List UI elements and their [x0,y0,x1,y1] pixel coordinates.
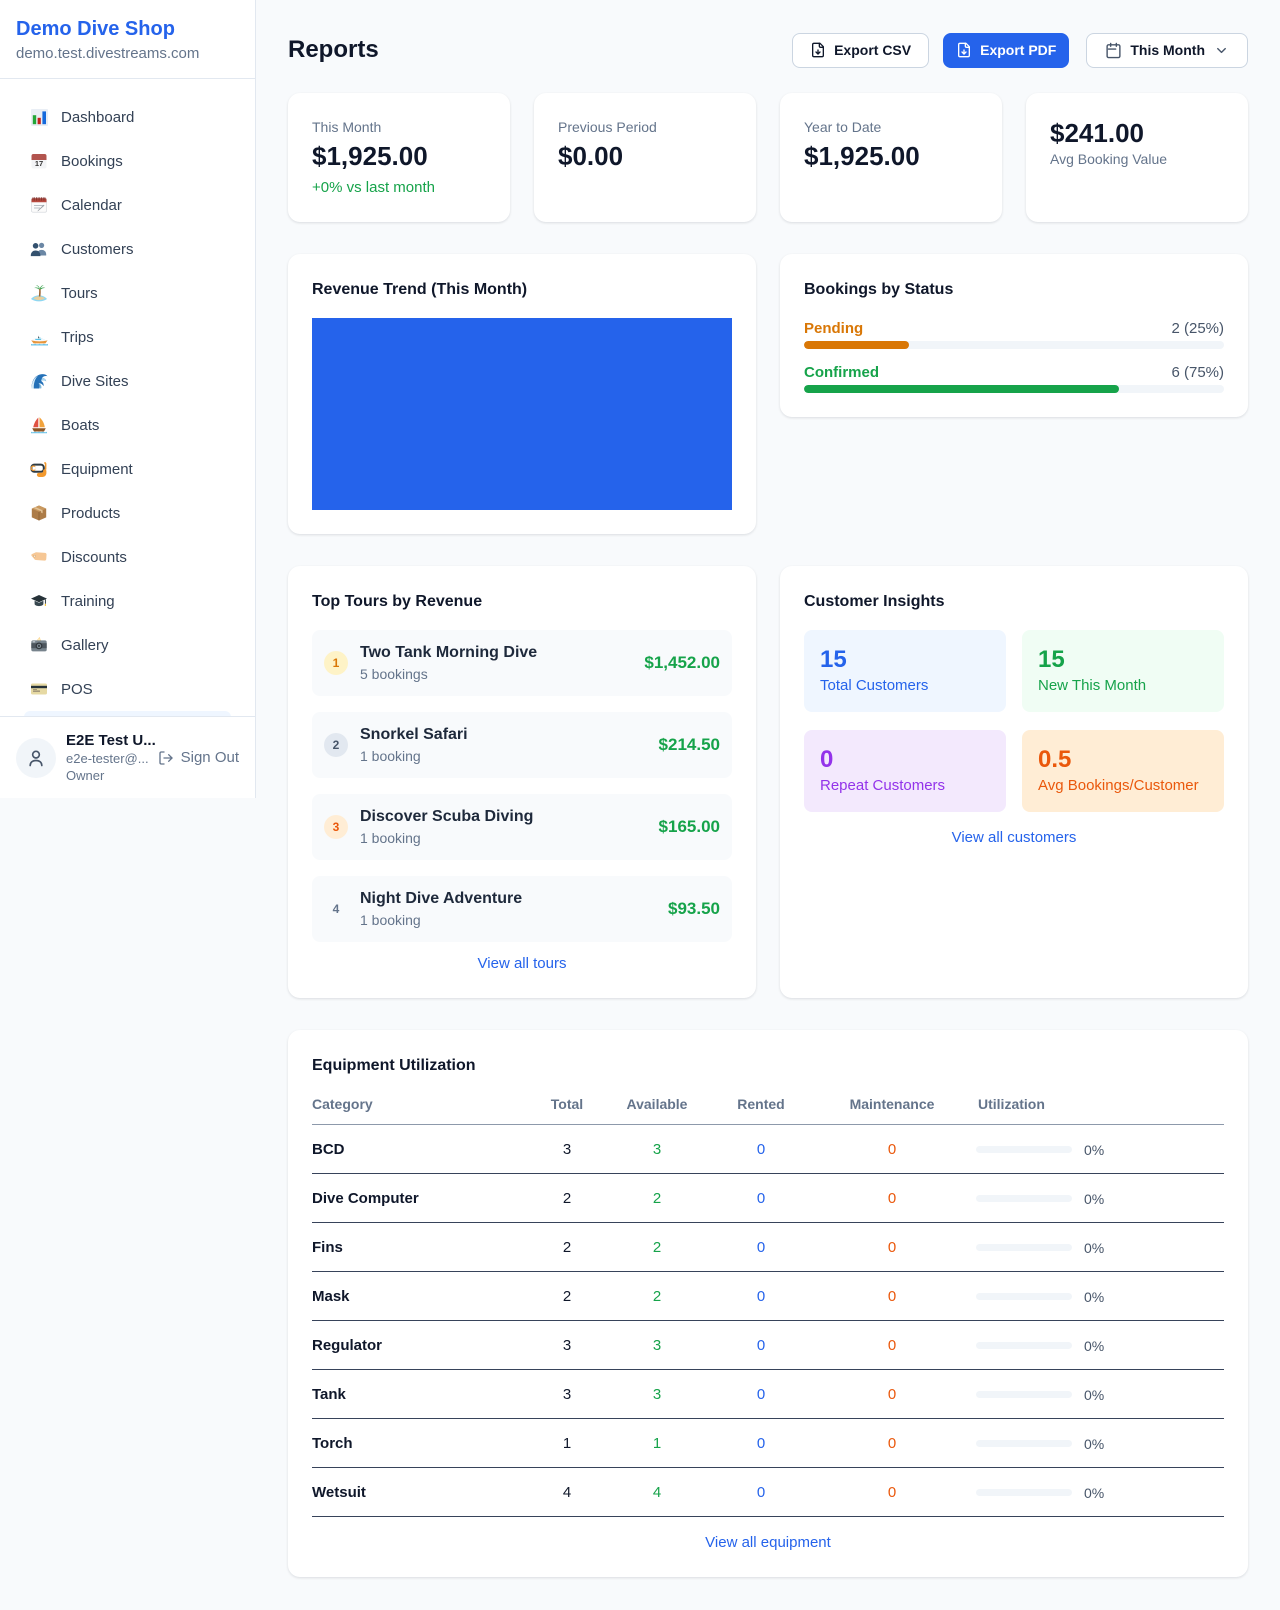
svg-text:17: 17 [35,159,43,168]
